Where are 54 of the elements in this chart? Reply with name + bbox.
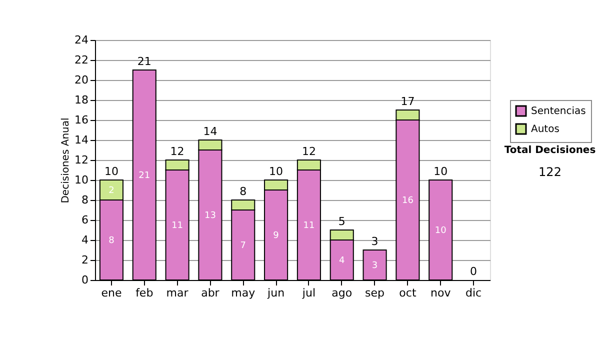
text: 122 xyxy=(538,165,562,179)
total-label: 10 xyxy=(269,165,284,178)
x-tick-label: dic xyxy=(465,286,482,300)
total-label: 12 xyxy=(302,145,316,158)
data-label: 2 xyxy=(108,186,114,196)
x-tick-label: mar xyxy=(166,286,189,300)
data-label: 8 xyxy=(108,236,115,246)
data-label: 4 xyxy=(339,256,346,266)
x-tick-label: sep xyxy=(365,286,385,300)
data-label: 3 xyxy=(372,261,378,271)
x-tick-label: oct xyxy=(399,286,417,300)
x-tick-label: jun xyxy=(266,286,285,300)
data-label: 13 xyxy=(204,211,216,221)
total-label: 10 xyxy=(104,165,118,178)
x-tick-label: feb xyxy=(136,286,154,300)
legend-label: Autos xyxy=(531,124,560,135)
total-label: 21 xyxy=(137,55,152,68)
y-tick-label: 12 xyxy=(74,154,88,166)
x-tick-label: jul xyxy=(301,286,316,300)
text: Total Decisiones xyxy=(504,145,596,156)
y-tick-label: 24 xyxy=(74,34,88,46)
total-label: 5 xyxy=(338,215,346,228)
data-label: 21 xyxy=(138,171,150,181)
x-tick-label: ene xyxy=(101,286,122,300)
y-axis-title: Decisiones Anual xyxy=(60,118,72,204)
legend-label: Sentencias xyxy=(531,106,586,117)
y-tick-label: 6 xyxy=(82,214,88,226)
data-label: 10 xyxy=(434,226,447,236)
total-label: 3 xyxy=(371,235,378,248)
y-tick-label: 16 xyxy=(74,114,88,126)
data-label: 9 xyxy=(273,231,280,241)
y-tick-label: 22 xyxy=(74,54,88,66)
x-tick-label: nov xyxy=(430,286,452,300)
total-label: 14 xyxy=(203,125,218,138)
y-tick-label: 2 xyxy=(82,254,88,266)
data-label: 11 xyxy=(303,221,315,231)
total-label: 0 xyxy=(470,265,478,278)
data-label: 7 xyxy=(240,241,246,251)
y-tick-label: 0 xyxy=(82,274,88,286)
x-tick-label: abr xyxy=(201,286,220,300)
y-tick-label: 4 xyxy=(82,234,88,246)
y-tick-label: 18 xyxy=(74,94,88,106)
data-label: 11 xyxy=(172,221,184,231)
total-label: 8 xyxy=(240,185,247,198)
total-label: 10 xyxy=(434,165,448,178)
y-tick-label: 10 xyxy=(74,174,88,186)
y-tick-label: 20 xyxy=(74,74,88,86)
total-label: 12 xyxy=(170,145,184,158)
x-tick-label: may xyxy=(231,286,256,300)
data-label: 16 xyxy=(402,196,414,206)
y-tick-label: 14 xyxy=(74,134,88,146)
y-tick-label: 8 xyxy=(82,194,88,206)
x-tick-label: ago xyxy=(332,286,352,300)
total-label: 17 xyxy=(400,95,415,108)
